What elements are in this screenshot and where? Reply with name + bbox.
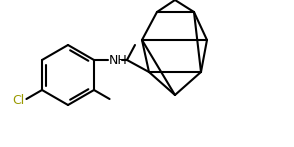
- Text: NH: NH: [109, 54, 128, 66]
- Text: Cl: Cl: [12, 93, 25, 106]
